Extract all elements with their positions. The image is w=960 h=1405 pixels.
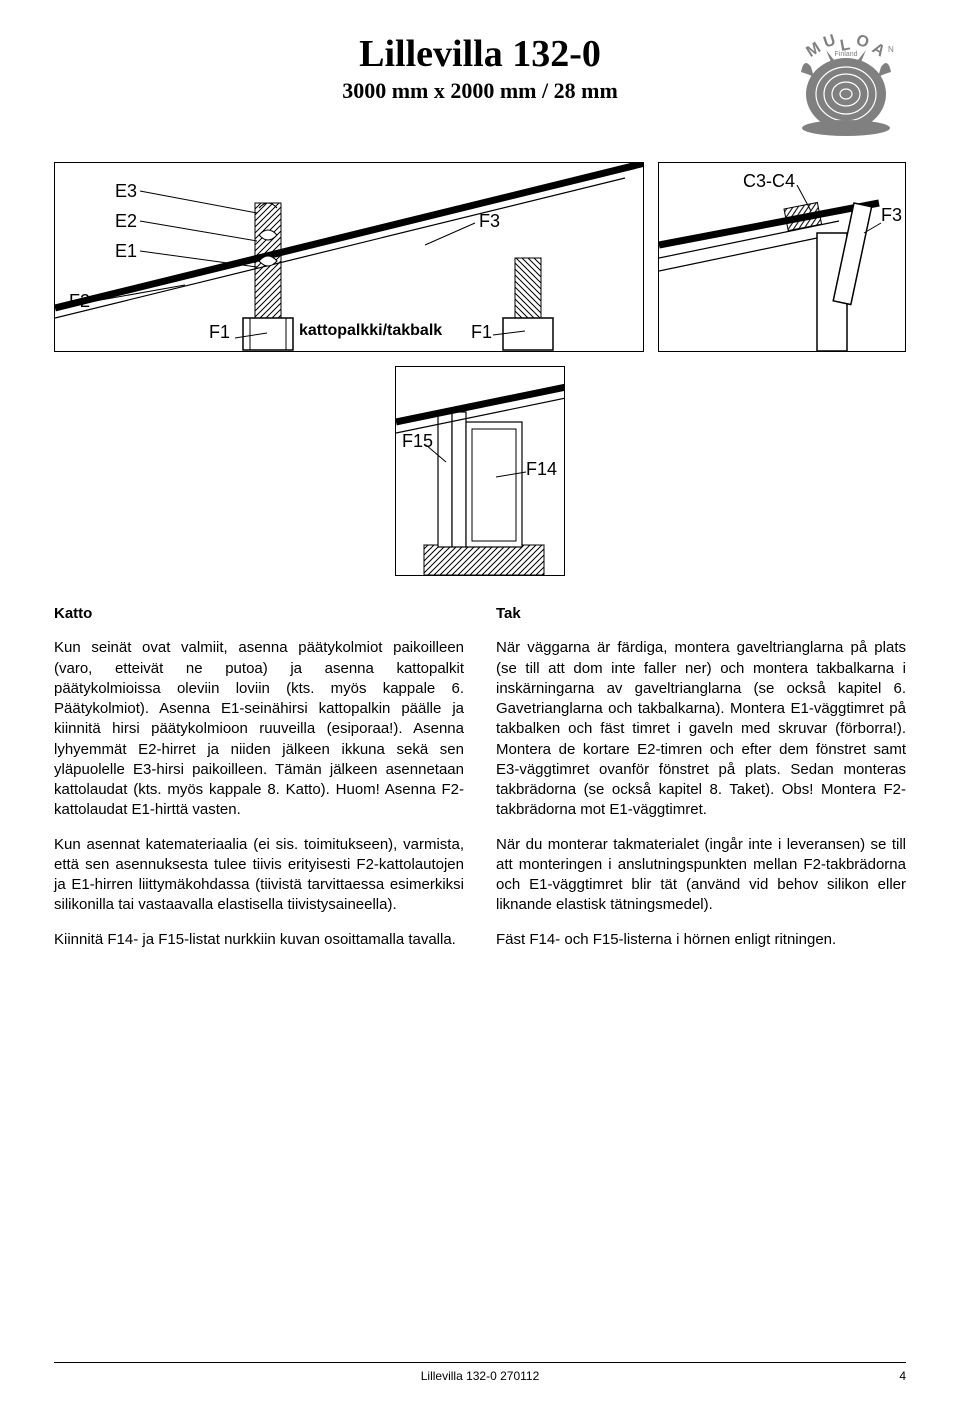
diagram-corner-wrap: F15 F14 xyxy=(54,366,906,576)
page-subtitle: 3000 mm x 2000 mm / 28 mm xyxy=(174,78,786,104)
fi-paragraph-1: Kun seinät ovat valmiit, asenna päätykol… xyxy=(54,638,464,820)
diagram-roof-section: E3 E2 E1 F2 F1 F1 F3 kattopalkki/takbalk xyxy=(54,162,644,352)
label-kattopalkki: kattopalkki/takbalk xyxy=(299,322,442,340)
label-f1: F1 xyxy=(209,322,230,343)
svg-text:Finland: Finland xyxy=(835,51,858,58)
diagrams-row: E3 E2 E1 F2 F1 F1 F3 kattopalkki/takbalk xyxy=(54,162,906,352)
label-f14: F14 xyxy=(526,459,557,480)
brand-logo: L U O M A Finland N xyxy=(786,32,906,142)
svg-text:O: O xyxy=(854,32,871,52)
heading-katto: Katto xyxy=(54,604,464,624)
column-finnish: Katto Kun seinät ovat valmiit, asenna pä… xyxy=(54,604,464,964)
label-f15: F15 xyxy=(402,431,433,452)
page-title: Lillevilla 132-0 xyxy=(174,32,786,76)
page-footer: Lillevilla 132-0 270112 4 xyxy=(54,1362,906,1383)
label-e2: E2 xyxy=(115,211,137,232)
svg-text:U: U xyxy=(821,32,837,52)
footer-doc-id: Lillevilla 132-0 270112 xyxy=(421,1369,540,1383)
heading-tak: Tak xyxy=(496,604,906,624)
label-c3c4: C3-C4 xyxy=(743,171,795,192)
diagram-eave-section: C3-C4 F3 xyxy=(658,162,906,352)
svg-text:A: A xyxy=(869,40,888,61)
svg-text:N: N xyxy=(888,45,894,54)
label-e1: E1 xyxy=(115,241,137,262)
label-f3-left: F3 xyxy=(479,211,500,232)
diagram-corner-detail: F15 F14 xyxy=(395,366,565,576)
header: Lillevilla 132-0 3000 mm x 2000 mm / 28 … xyxy=(54,32,906,142)
sv-paragraph-3: Fäst F14- och F15-listerna i hörnen enli… xyxy=(496,930,906,950)
label-f2: F2 xyxy=(69,291,90,312)
fi-paragraph-2: Kun asennat katemateriaalia (ei sis. toi… xyxy=(54,835,464,916)
sv-paragraph-2: När du monterar takmaterialet (ingår int… xyxy=(496,835,906,916)
header-title-block: Lillevilla 132-0 3000 mm x 2000 mm / 28 … xyxy=(54,32,786,104)
label-f1b: F1 xyxy=(471,322,492,343)
label-f3-right: F3 xyxy=(881,205,902,226)
sv-paragraph-1: När väggarna är färdiga, montera gaveltr… xyxy=(496,638,906,820)
label-e3: E3 xyxy=(115,181,137,202)
footer-page-number: 4 xyxy=(899,1369,906,1383)
svg-text:M: M xyxy=(803,39,823,60)
fi-paragraph-3: Kiinnitä F14- ja F15-listat nurkkiin kuv… xyxy=(54,930,464,950)
instruction-columns: Katto Kun seinät ovat valmiit, asenna pä… xyxy=(54,604,906,964)
column-swedish: Tak När väggarna är färdiga, montera gav… xyxy=(496,604,906,964)
